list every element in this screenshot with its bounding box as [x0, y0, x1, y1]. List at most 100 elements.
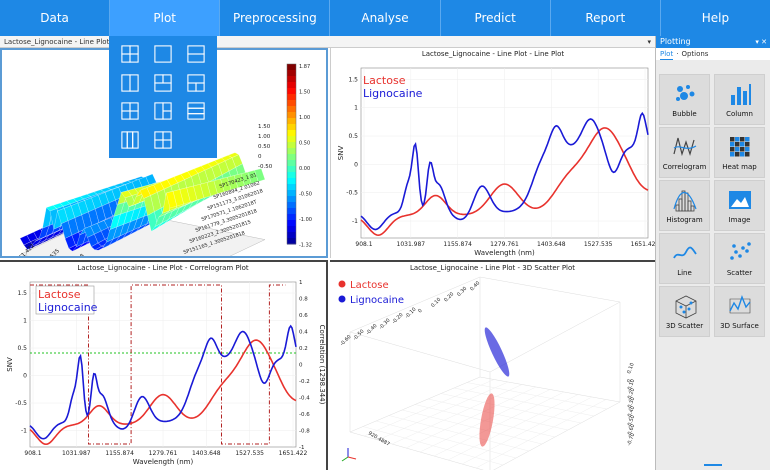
bubble-icon — [675, 85, 694, 101]
y2-tick-label: 1 — [299, 280, 303, 286]
plot-type-correlogram[interactable]: Correlogram — [659, 127, 710, 178]
panel-tabs: Plot · Options — [656, 48, 770, 60]
tab-plot[interactable]: Plot — [660, 50, 674, 60]
y-tick-label: 1.5 — [17, 290, 27, 297]
layout-split-horizontal-icon[interactable] — [180, 40, 213, 69]
scatter-top — [349, 276, 621, 373]
pin-close-icon[interactable]: ▾ ✕ — [755, 38, 767, 46]
y-tick-label: 1 — [354, 105, 358, 112]
document-tab[interactable]: Lactose_Lignocaine - Line Plot ▾ — [0, 36, 655, 48]
workspace: Lactose_Lignocaine - Line Plot ▾ Lactose… — [0, 36, 655, 470]
layout-split-vertical-icon[interactable] — [113, 69, 146, 98]
menu-analyse[interactable]: Analyse — [330, 0, 441, 36]
colorbar-segment — [287, 124, 296, 131]
tile-label: Correlogram — [662, 163, 707, 171]
y2-tick-label: -0.4 — [299, 396, 310, 402]
colorbar-segment — [287, 100, 296, 107]
plot-type-image[interactable]: Image — [714, 180, 765, 231]
layout-single-icon[interactable] — [146, 40, 179, 69]
colorbar-segment — [287, 208, 296, 215]
plot-type-bubble[interactable]: Bubble — [659, 74, 710, 125]
correlation-line — [30, 284, 286, 445]
scatter-gridline — [453, 387, 595, 417]
correlogram-plot-pane[interactable]: Lactose_Lignocaine - Line Plot - Correlo… — [0, 260, 328, 470]
y-tick-label: 0.5 — [17, 345, 27, 352]
legend-lignocaine: Lignocaine — [350, 295, 404, 306]
tile-label: Histogram — [666, 216, 703, 224]
x-tick-label: 1651.422 — [631, 241, 655, 248]
menu-data[interactable]: Data — [0, 0, 111, 36]
x-tick-label: 1651.422 — [279, 450, 308, 457]
plot-type-heat-map[interactable]: Heat map — [714, 127, 765, 178]
x-tick-label: 1403.648 — [537, 241, 566, 248]
tile-label: Scatter — [726, 269, 753, 277]
colorbar-segment — [287, 142, 296, 149]
layout-grid-3x2-icon[interactable] — [113, 97, 146, 126]
left-axis-tick: -0.30 — [378, 318, 391, 331]
colorbar-segment — [287, 172, 296, 179]
plot-type-column[interactable]: Column — [714, 74, 765, 125]
panel-title: Plotting — [660, 37, 691, 46]
right-axis-tick: -0.10 — [626, 378, 636, 392]
layout-grid-4-icon[interactable] — [146, 126, 179, 155]
menu-plot[interactable]: Plot — [110, 0, 221, 36]
scatter-gridline — [440, 393, 582, 424]
y2-axis-label: Correlation (1298.344) — [318, 325, 326, 405]
plot-type-3d-scatter[interactable]: 3D Scatter — [659, 286, 710, 337]
scatter3d-icon — [675, 295, 696, 319]
left-axis-tick: 0.40 — [469, 280, 481, 292]
left-axis-tick: 0 — [417, 308, 423, 314]
colorbar-segment — [287, 196, 296, 203]
z-tick-label: 0 — [258, 154, 262, 160]
left-axis-tick: -0.10 — [404, 307, 417, 320]
y-tick-label: 1 — [23, 318, 27, 325]
colorbar-segment — [287, 88, 296, 95]
z-tick-label: 0.50 — [258, 144, 271, 150]
layout-grid-3-icon[interactable] — [180, 69, 213, 98]
x-tick-label: 1155.874 — [443, 241, 472, 248]
layout-grid-2x2-icon[interactable] — [113, 40, 146, 69]
colorbar-segment — [287, 106, 296, 113]
column-icon — [730, 84, 751, 105]
y2-tick-label: -0.8 — [299, 429, 310, 435]
colorbar-segment — [287, 160, 296, 167]
x-axis-label: Wavelength (nm) — [133, 458, 194, 466]
legend-box — [35, 285, 95, 315]
layout-grid-cross-icon[interactable] — [146, 97, 179, 126]
left-axis-tick: -0.50 — [352, 329, 365, 342]
y2-tick-label: -0.2 — [299, 379, 310, 385]
line-plot-pane[interactable]: Lactose_Lignocaine - Line Plot - Line Pl… — [330, 48, 655, 258]
left-axis-tick: -0.20 — [391, 312, 404, 325]
layout-grid-2x2-alt-icon[interactable] — [146, 69, 179, 98]
plot-type-histogram[interactable]: Histogram — [659, 180, 710, 231]
tile-label: Bubble — [672, 110, 697, 118]
plot-type-3d-surface[interactable]: 3D Surface — [714, 286, 765, 337]
left-axis-tick: 0.30 — [456, 286, 468, 298]
colorbar-frame — [286, 63, 297, 245]
y-tick-label: 0.5 — [348, 133, 358, 140]
colorbar-segment — [287, 82, 296, 89]
chevron-down-icon[interactable]: ▾ — [647, 38, 651, 46]
axis-triad-y — [341, 456, 349, 462]
y-tick-label: 0 — [354, 161, 358, 168]
menu-preprocessing[interactable]: Preprocessing — [220, 0, 331, 36]
legend-lactose: Lactose — [350, 280, 389, 291]
colorbar-tick-label: 0.50 — [299, 141, 310, 147]
tab-options[interactable]: Options — [681, 50, 709, 58]
menu-bar: Data Plot Preprocessing Analyse Predict … — [0, 0, 770, 36]
colorbar-tick-label: 1.00 — [299, 115, 310, 121]
colorbar-segment — [287, 214, 296, 221]
menu-predict[interactable]: Predict — [441, 0, 551, 36]
layout-grid-3-cols-icon[interactable] — [113, 126, 146, 155]
lignocaine-series-line — [360, 111, 649, 231]
plot-type-line[interactable]: Line — [659, 233, 710, 284]
plot-type-grid: Bubble Column Correlogram Heat map Histogram… — [659, 74, 769, 337]
plot-type-scatter[interactable]: Scatter — [714, 233, 765, 284]
colorbar-segment — [287, 226, 296, 233]
menu-help[interactable]: Help — [701, 11, 730, 25]
scatter-gridline — [466, 382, 608, 410]
menu-report[interactable]: Report — [551, 0, 661, 36]
layout-grid-4-rows-icon[interactable] — [180, 97, 213, 126]
right-axis-tick: -0.60 — [626, 423, 636, 437]
scatter3d-plot-pane[interactable]: Lactose_Lignocaine - Line Plot - 3D Scat… — [330, 260, 655, 470]
